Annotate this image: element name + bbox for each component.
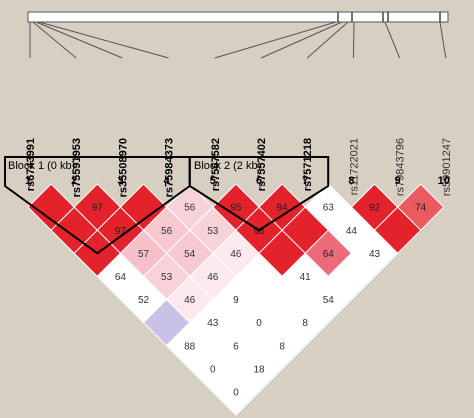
marker-number: 7 [302,175,308,187]
ld-value: 46 [230,249,242,260]
snp-label: rs6743991 [25,138,37,191]
ld-value: 88 [184,341,196,352]
ld-value: 43 [207,318,219,329]
ld-value: 57 [138,249,150,260]
snp-label: rs35508970 [117,138,129,197]
block-label: Block 1 (0 kb) [8,160,75,172]
snp-connector [35,21,123,59]
ld-cell [212,368,260,416]
marker-number: 10 [438,175,450,187]
snp-label: rs59901247 [441,138,453,196]
ld-value: 8 [302,318,308,329]
snp-label: rs79843796 [395,138,407,196]
labels: rs6743991 rs75591953 rs35508970 rs75984373 r… [8,21,453,197]
ld-value: 6 [233,341,239,352]
ld-value: 94 [277,203,289,214]
ld-value: 46 [207,272,219,283]
snp-connector [439,21,447,59]
snp-connector [214,21,337,59]
ld-value: 74 [415,203,427,214]
ld-value: 92 [369,203,381,214]
ld-value: 0 [210,364,216,375]
snp-connector [38,21,169,59]
ld-value: 18 [253,364,265,375]
block-label: Block 2 (2 kb) [194,160,261,172]
ld-value: 54 [184,249,196,260]
position-bar [27,11,449,23]
ld-value: 43 [369,249,381,260]
ld-value: 56 [161,226,173,237]
snp-label: rs75984373 [164,138,176,197]
ld-value: 54 [323,295,335,306]
ld-value: 53 [207,226,219,237]
snp-connector [260,21,343,59]
ld-value: 0 [256,318,262,329]
block-outline [4,156,191,255]
ld-value: 44 [346,226,358,237]
ld-value: 56 [184,203,196,214]
snp-connector [352,21,355,59]
marker-number: 9 [395,175,401,187]
snp-label: rs7557402 [256,138,268,191]
ld-value: 41 [300,272,312,283]
marker-number: 2 [71,175,77,187]
snp-label: rs7571218 [302,138,314,191]
ld-value: 8 [279,341,285,352]
marker-number: 1 [25,175,31,187]
snp-label: rs11722021 [348,138,360,195]
ld-value: 98 [253,226,265,237]
marker-number: 6 [256,175,262,187]
ld-value: 64 [115,272,127,283]
marker-number: 4 [164,175,171,187]
ld-value: 52 [138,295,150,306]
ld-value: 46 [184,295,196,306]
snp-connector [32,21,77,59]
marker-number: 8 [348,175,354,187]
snp-connector [384,21,401,59]
ld-value: 97 [115,226,127,237]
bar-ticks [337,12,441,22]
ld-value: 53 [161,272,173,283]
ld-value: 97 [92,203,104,214]
block-outline [188,156,330,232]
ld-value: 9 [233,295,239,306]
ld-value: 63 [323,203,335,214]
ld-value: 64 [323,249,335,260]
snp-label: rs75591953 [71,138,83,197]
snp-label: rs7567582 [210,138,222,191]
ld-value: 0 [233,388,239,399]
snp-connector [306,21,349,59]
marker-number: 5 [210,175,216,187]
marker-number: 3 [117,175,123,187]
ld-value: 95 [230,203,242,214]
